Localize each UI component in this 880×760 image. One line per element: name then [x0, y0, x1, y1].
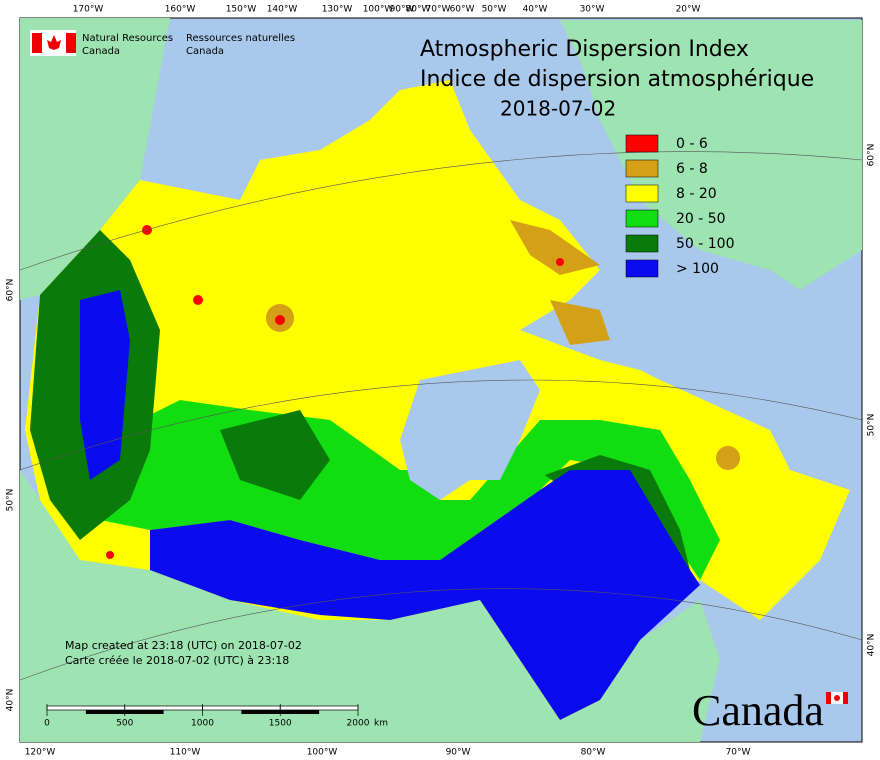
- lon-label: 90°W: [390, 5, 415, 15]
- scale-segment: [241, 710, 281, 714]
- scale-label: 0: [44, 719, 50, 729]
- lon-label: 40°W: [523, 5, 548, 15]
- scale-label: 2000: [347, 719, 370, 729]
- legend-label: 50 - 100: [676, 236, 735, 252]
- zone: [106, 551, 114, 559]
- lon-label: 160°W: [165, 5, 196, 15]
- wordmark: Canada: [692, 686, 824, 735]
- scale-segment: [202, 705, 281, 711]
- org: Ressources naturelles: [186, 33, 295, 44]
- lon-label: 100°W: [363, 5, 394, 15]
- parallel: [19, 379, 863, 471]
- zone: [275, 315, 285, 325]
- alaska: [20, 18, 170, 300]
- zone: [510, 220, 600, 275]
- lat-label: 50°N: [6, 489, 16, 512]
- zone: [220, 410, 330, 500]
- scale-segment: [46, 705, 126, 711]
- lon-label: 140°W: [267, 5, 298, 15]
- org: Natural Resources: [82, 33, 173, 44]
- lon-label: 60°W: [450, 5, 475, 15]
- lon-label: 170°W: [73, 5, 104, 15]
- lon-label: 100°W: [307, 748, 338, 758]
- scale-segment: [279, 705, 359, 711]
- lon-label: 90°W: [446, 748, 471, 758]
- lon-label: 80°W: [406, 5, 431, 15]
- title: Atmospheric Dispersion Index: [420, 37, 749, 62]
- maple-leaf: [47, 35, 61, 50]
- lon-label: 130°W: [322, 5, 353, 15]
- zone: [550, 300, 610, 345]
- legend-swatch: [625, 209, 659, 228]
- flag: [32, 33, 42, 53]
- parallel: [19, 588, 863, 681]
- united-states: [20, 470, 720, 742]
- greenland: [560, 20, 862, 290]
- scale-segment: [280, 710, 320, 714]
- zone: [716, 446, 740, 470]
- zone: [193, 295, 203, 305]
- date: 2018-07-02: [500, 97, 616, 121]
- lat-label: 40°N: [6, 689, 16, 712]
- graticule: [19, 151, 863, 681]
- legend-swatch: [625, 234, 659, 253]
- lat-label: 60°N: [867, 144, 877, 167]
- scale-unit: km: [374, 719, 388, 729]
- zone: [80, 290, 130, 480]
- note: Carte créée le 2018-07-02 (UTC) à 23:18: [65, 654, 289, 667]
- legend-label: 8 - 20: [676, 186, 717, 202]
- title: Indice de dispersion atmosphérique: [420, 67, 814, 92]
- legend-label: > 100: [676, 261, 719, 277]
- legend-swatch: [625, 184, 659, 203]
- scale-segment: [85, 710, 125, 714]
- lon-label: 70°W: [426, 5, 451, 15]
- lat-label: 50°N: [867, 414, 877, 437]
- lat-label: 60°N: [6, 279, 16, 302]
- legend-swatch: [625, 134, 659, 153]
- legend-swatch: [625, 259, 659, 278]
- zone: [150, 470, 700, 720]
- zone: [556, 258, 564, 266]
- legend-label: 0 - 6: [676, 136, 708, 152]
- scale-segment: [124, 705, 203, 711]
- flag: [843, 692, 848, 704]
- note: Map created at 23:18 (UTC) on 2018-07-02: [65, 639, 302, 652]
- lon-label: 120°W: [25, 748, 56, 758]
- scale-segment: [124, 710, 164, 714]
- org: Canada: [186, 46, 224, 57]
- flag: [826, 692, 831, 704]
- lon-label: 110°W: [170, 748, 201, 758]
- scale-label: 1000: [191, 719, 214, 729]
- lon-label: 70°W: [726, 748, 751, 758]
- lon-label: 80°W: [581, 748, 606, 758]
- flag: [66, 33, 76, 53]
- scale-label: 1500: [269, 719, 292, 729]
- parallel: [19, 151, 863, 271]
- legend-swatch: [625, 159, 659, 178]
- lat-label: 40°N: [867, 634, 877, 657]
- legend-label: 20 - 50: [676, 211, 726, 227]
- lon-label: 30°W: [580, 5, 605, 15]
- scale-label: 500: [116, 719, 133, 729]
- legend-label: 6 - 8: [676, 161, 708, 177]
- hudson-bay: [400, 360, 540, 500]
- maple-leaf: [834, 695, 840, 701]
- org: Canada: [82, 46, 120, 57]
- lon-label: 20°W: [676, 5, 701, 15]
- lon-label: 150°W: [226, 5, 257, 15]
- lon-label: 50°W: [482, 5, 507, 15]
- land: [20, 18, 862, 742]
